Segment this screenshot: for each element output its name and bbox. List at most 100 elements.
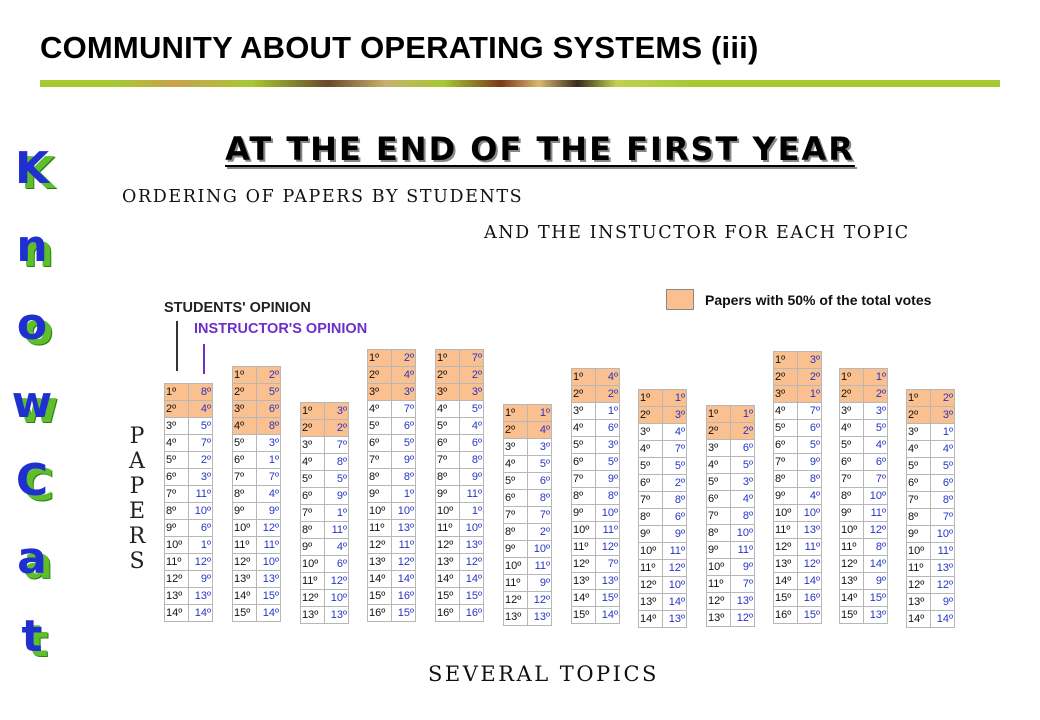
table-row: 6º 5º: [773, 436, 822, 454]
instructor-rank-cell: 6º: [797, 419, 822, 437]
instructor-rank-cell: 6º: [527, 472, 552, 490]
student-rank-cell: 1º: [638, 389, 663, 407]
instructor-rank-cell: 15º: [391, 604, 416, 622]
table-row: 14º 14º: [906, 610, 955, 628]
student-rank-cell: 12º: [435, 536, 460, 554]
student-rank-cell: 13º: [839, 572, 864, 590]
instructor-rank-cell: 4º: [188, 400, 213, 418]
student-rank-cell: 3º: [638, 423, 663, 441]
instructor-rank-cell: 1º: [595, 402, 620, 420]
student-rank-cell: 9º: [232, 502, 257, 520]
instructor-rank-cell: 1º: [527, 404, 552, 422]
instructor-rank-cell: 6º: [863, 453, 888, 471]
table-row: 13º 12º: [367, 553, 416, 571]
topic-table: 1º 1º 2º 4º 3º 3º 4º 5º 5º 6º 6º 8º 7º 7º 8º 2º 9º 10º 10º…: [503, 404, 552, 626]
student-rank-cell: 1º: [773, 351, 798, 369]
student-rank-cell: 15º: [839, 606, 864, 624]
student-rank-cell: 11º: [503, 574, 528, 592]
student-rank-cell: 13º: [906, 593, 931, 611]
student-rank-cell: 11º: [571, 538, 596, 556]
instructor-rank-cell: 11º: [188, 485, 213, 503]
instructor-rank-cell: 2º: [527, 523, 552, 541]
table-row: 11º 12º: [571, 538, 620, 556]
table-row: 9º 4º: [300, 538, 349, 556]
instructor-rank-cell: 12º: [527, 591, 552, 609]
table-row: 5º 4º: [435, 417, 484, 435]
table-row: 2º 2º: [571, 385, 620, 403]
table-row: 11º 9º: [503, 574, 552, 592]
student-rank-cell: 2º: [773, 368, 798, 386]
instructor-rank-cell: 11º: [459, 485, 484, 503]
instructor-rank-cell: 13º: [930, 559, 955, 577]
instructor-rank-cell: 1º: [730, 405, 755, 423]
student-rank-cell: 12º: [773, 538, 798, 556]
instructor-rank-cell: 2º: [188, 451, 213, 469]
instructor-rank-cell: 7º: [662, 440, 687, 458]
table-row: 9º 10º: [906, 525, 955, 543]
student-rank-cell: 5º: [839, 436, 864, 454]
instructor-rank-cell: 14º: [662, 593, 687, 611]
table-row: 3º 3º: [367, 383, 416, 401]
table-row: 15º 14º: [571, 606, 620, 624]
student-rank-cell: 9º: [367, 485, 392, 503]
instructor-rank-cell: 12º: [256, 519, 281, 537]
table-row: 6º 9º: [300, 487, 349, 505]
student-rank-cell: 14º: [773, 572, 798, 590]
instructor-rank-cell: 2º: [730, 422, 755, 440]
topic-table: 1º 2º 2º 4º 3º 3º 4º 7º 5º 6º 6º 5º 7º 9º 8º 8º 9º 1º 10º 1…: [367, 349, 416, 622]
table-row: 11º 10º: [435, 519, 484, 537]
instructor-rank-cell: 9º: [391, 451, 416, 469]
table-row: 1º 4º: [571, 368, 620, 386]
student-rank-cell: 5º: [906, 457, 931, 475]
student-rank-cell: 14º: [839, 589, 864, 607]
table-row: 11º 11º: [232, 536, 281, 554]
papers-letter: S: [129, 549, 145, 574]
student-rank-cell: 8º: [503, 523, 528, 541]
student-rank-cell: 10º: [503, 557, 528, 575]
student-rank-cell: 4º: [164, 434, 189, 452]
student-rank-cell: 15º: [571, 606, 596, 624]
instructor-rank-cell: 10º: [391, 502, 416, 520]
instructor-rank-cell: 13º: [324, 606, 349, 624]
instructor-rank-cell: 11º: [662, 542, 687, 560]
instructor-rank-cell: 9º: [527, 574, 552, 592]
table-row: 15º 16º: [773, 589, 822, 607]
table-row: 7º 8º: [706, 507, 755, 525]
table-row: 2º 2º: [839, 385, 888, 403]
instructor-rank-cell: 10º: [930, 525, 955, 543]
student-rank-cell: 7º: [571, 470, 596, 488]
table-row: 11º 12º: [300, 572, 349, 590]
table-row: 10º 11º: [571, 521, 620, 539]
students-pointer-line: [176, 321, 178, 371]
instructor-rank-cell: 4º: [595, 368, 620, 386]
instructor-rank-cell: 1º: [324, 504, 349, 522]
student-rank-cell: 5º: [435, 417, 460, 435]
student-rank-cell: 5º: [773, 419, 798, 437]
instructor-rank-cell: 3º: [730, 473, 755, 491]
instructor-rank-cell: 4º: [797, 487, 822, 505]
table-row: 1º 7º: [435, 349, 484, 367]
instructor-rank-cell: 2º: [256, 366, 281, 384]
instructor-rank-cell: 9º: [459, 468, 484, 486]
instructor-rank-cell: 8º: [527, 489, 552, 507]
table-row: 3º 7º: [300, 436, 349, 454]
several-topics-label: SEVERAL TOPICS: [428, 662, 659, 686]
student-rank-cell: 7º: [706, 507, 731, 525]
table-row: 5º 6º: [367, 417, 416, 435]
table-row: 13º 9º: [839, 572, 888, 590]
table-row: 15º 16º: [367, 587, 416, 605]
instructor-rank-cell: 11º: [527, 557, 552, 575]
instructor-rank-cell: 8º: [324, 453, 349, 471]
instructor-rank-cell: 2º: [797, 368, 822, 386]
instructor-rank-cell: 10º: [662, 576, 687, 594]
student-rank-cell: 4º: [638, 440, 663, 458]
instructor-rank-cell: 4º: [256, 485, 281, 503]
table-row: 3º 1º: [906, 423, 955, 441]
table-row: 14º 14º: [367, 570, 416, 588]
student-rank-cell: 8º: [773, 470, 798, 488]
instructor-rank-cell: 3º: [595, 436, 620, 454]
student-rank-cell: 8º: [300, 521, 325, 539]
table-row: 10º 9º: [706, 558, 755, 576]
instructor-rank-cell: 11º: [391, 536, 416, 554]
student-rank-cell: 5º: [164, 451, 189, 469]
